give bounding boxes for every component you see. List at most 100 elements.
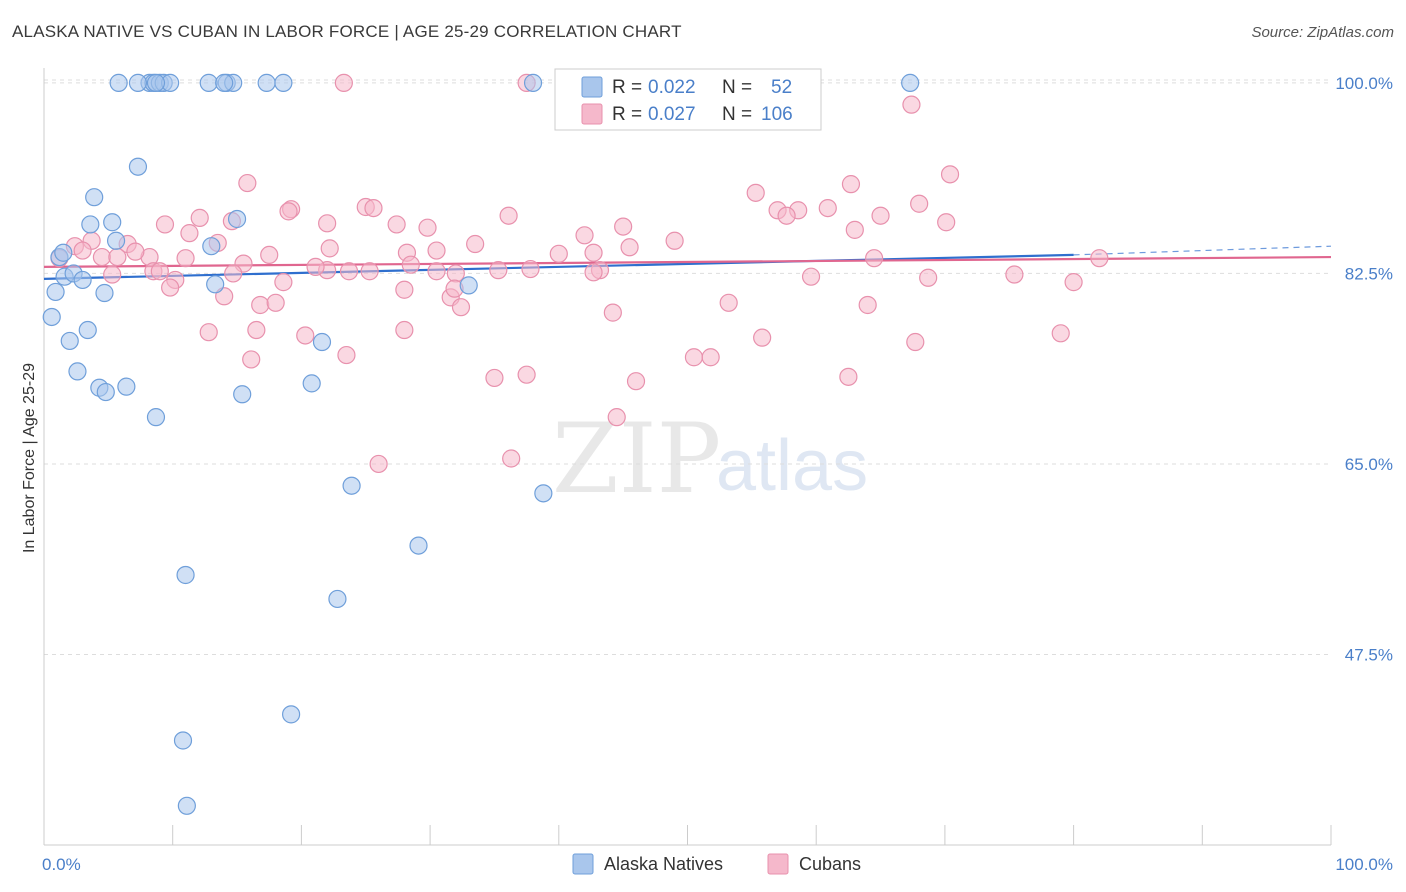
legend-r-label-alaska: R = (612, 77, 642, 98)
y-axis-title: In Labor Force | Age 25-29 (21, 363, 38, 553)
alaska-point-12 (146, 73, 166, 92)
bottom-legend: Alaska Natives Cubans (572, 853, 861, 875)
cuban-point-57 (1090, 249, 1109, 268)
cuban-point-36 (427, 241, 446, 260)
cuban-point-67 (801, 267, 821, 286)
cuban-point-3 (940, 165, 960, 184)
data-points (42, 73, 1109, 815)
cuban-point-94 (485, 368, 504, 388)
cuban-point-17 (871, 206, 890, 225)
legend-n-value-alaska: 52 (771, 77, 792, 98)
cuban-point-54 (521, 259, 540, 279)
cuban-point-16 (777, 206, 796, 225)
cuban-point-77 (251, 295, 270, 315)
cuban-point-69 (1005, 265, 1024, 284)
alaska-point-14 (523, 73, 543, 92)
cuban-point-23 (418, 218, 437, 237)
cuban-point-26 (937, 213, 956, 232)
cuban-point-99 (369, 454, 388, 474)
cuban-point-59 (150, 262, 169, 281)
chart-title: ALASKA NATIVE VS CUBAN IN LABOR FORCE | … (12, 22, 682, 41)
cuban-point-44 (92, 247, 112, 267)
alaska-point-21 (106, 231, 126, 250)
cuban-point-74 (395, 280, 414, 299)
cuban-point-0 (334, 73, 353, 92)
bottom-legend-swatch-alaska (572, 853, 594, 875)
alaska-point-50 (54, 243, 73, 262)
alaska-point-32 (78, 320, 97, 340)
alaska-point-45 (176, 565, 195, 585)
cuban-point-95 (517, 365, 536, 384)
cuban-point-10 (279, 202, 298, 221)
grid: 47.5% 65.0% 82.5% 100.0% (44, 74, 1393, 664)
alaska-point-5 (128, 73, 148, 92)
alaska-point-28 (95, 283, 114, 303)
cuban-point-5 (841, 175, 861, 194)
cuban-point-24 (614, 217, 633, 236)
cuban-point-61 (103, 265, 122, 284)
cuban-point-64 (360, 262, 379, 281)
y-tick-label-3: 100.0% (1335, 74, 1393, 93)
legend-swatch-alaska (581, 76, 603, 98)
alaska-point-15 (901, 73, 920, 92)
cuban-point-66 (584, 263, 603, 282)
cuban-point-28 (575, 226, 594, 245)
cuban-point-15 (499, 206, 518, 225)
cuban-point-91 (242, 350, 261, 369)
alaska-point-27 (46, 282, 65, 302)
cuban-point-97 (839, 367, 858, 386)
cuban-point-85 (296, 326, 315, 345)
alaska-point-0 (109, 73, 128, 92)
alaska-point-48 (173, 731, 193, 750)
cuban-point-21 (318, 214, 337, 233)
cuban-point-4 (238, 173, 257, 193)
alaska-point-10 (257, 73, 276, 92)
alaska-point-46 (328, 589, 347, 609)
cuban-point-93 (701, 348, 720, 367)
cuban-point-49 (260, 245, 279, 265)
legend-n-label-alaska: N = (722, 77, 752, 98)
cuban-point-39 (584, 243, 603, 262)
legend-swatch-cubans (581, 103, 603, 125)
legend-n-label-cubans: N = (722, 104, 752, 125)
cuban-point-2 (902, 95, 921, 114)
cuban-point-8 (364, 198, 383, 218)
x-tick-label-max: 100.0% (1335, 855, 1393, 874)
chart-source: Source: ZipAtlas.com (1251, 24, 1394, 41)
cuban-point-62 (224, 264, 243, 283)
alaska-point-17 (85, 188, 104, 207)
cuban-point-82 (858, 295, 877, 315)
axes (43, 68, 1332, 846)
cuban-point-68 (919, 268, 938, 287)
trend-lines (43, 245, 1332, 280)
alaska-point-7 (199, 73, 218, 92)
cuban-point-87 (753, 328, 772, 347)
y-tick-label-2: 82.5% (1345, 264, 1393, 283)
y-tick-label-1: 65.0% (1345, 455, 1393, 474)
cuban-point-89 (1051, 324, 1070, 343)
cuban-point-47 (176, 249, 195, 268)
alaska-point-39 (96, 382, 115, 402)
cuban-point-46 (126, 242, 145, 261)
cuban-point-18 (155, 215, 175, 234)
legend-r-value-cubans: 0.027 (648, 104, 696, 125)
alaska-point-34 (312, 332, 332, 352)
cuban-point-71 (161, 278, 180, 297)
cuban-point-80 (603, 303, 622, 322)
cuban-point-73 (274, 273, 293, 292)
cuban-point-83 (199, 323, 218, 342)
cuban-point-81 (719, 293, 738, 312)
alaska-point-31 (42, 307, 61, 327)
cuban-point-38 (549, 244, 568, 263)
cuban-point-63 (339, 262, 359, 281)
cuban-point-45 (108, 247, 127, 267)
bottom-legend-label-cubans: Cubans (799, 854, 861, 874)
alaska-point-30 (459, 276, 478, 295)
cuban-point-43 (73, 241, 92, 260)
alaska-point-19 (103, 213, 122, 232)
alaska-point-26 (73, 270, 92, 290)
cuban-point-13 (818, 198, 837, 218)
alaska-point-33 (60, 331, 79, 351)
legend-r-value-alaska: 0.022 (648, 77, 696, 98)
